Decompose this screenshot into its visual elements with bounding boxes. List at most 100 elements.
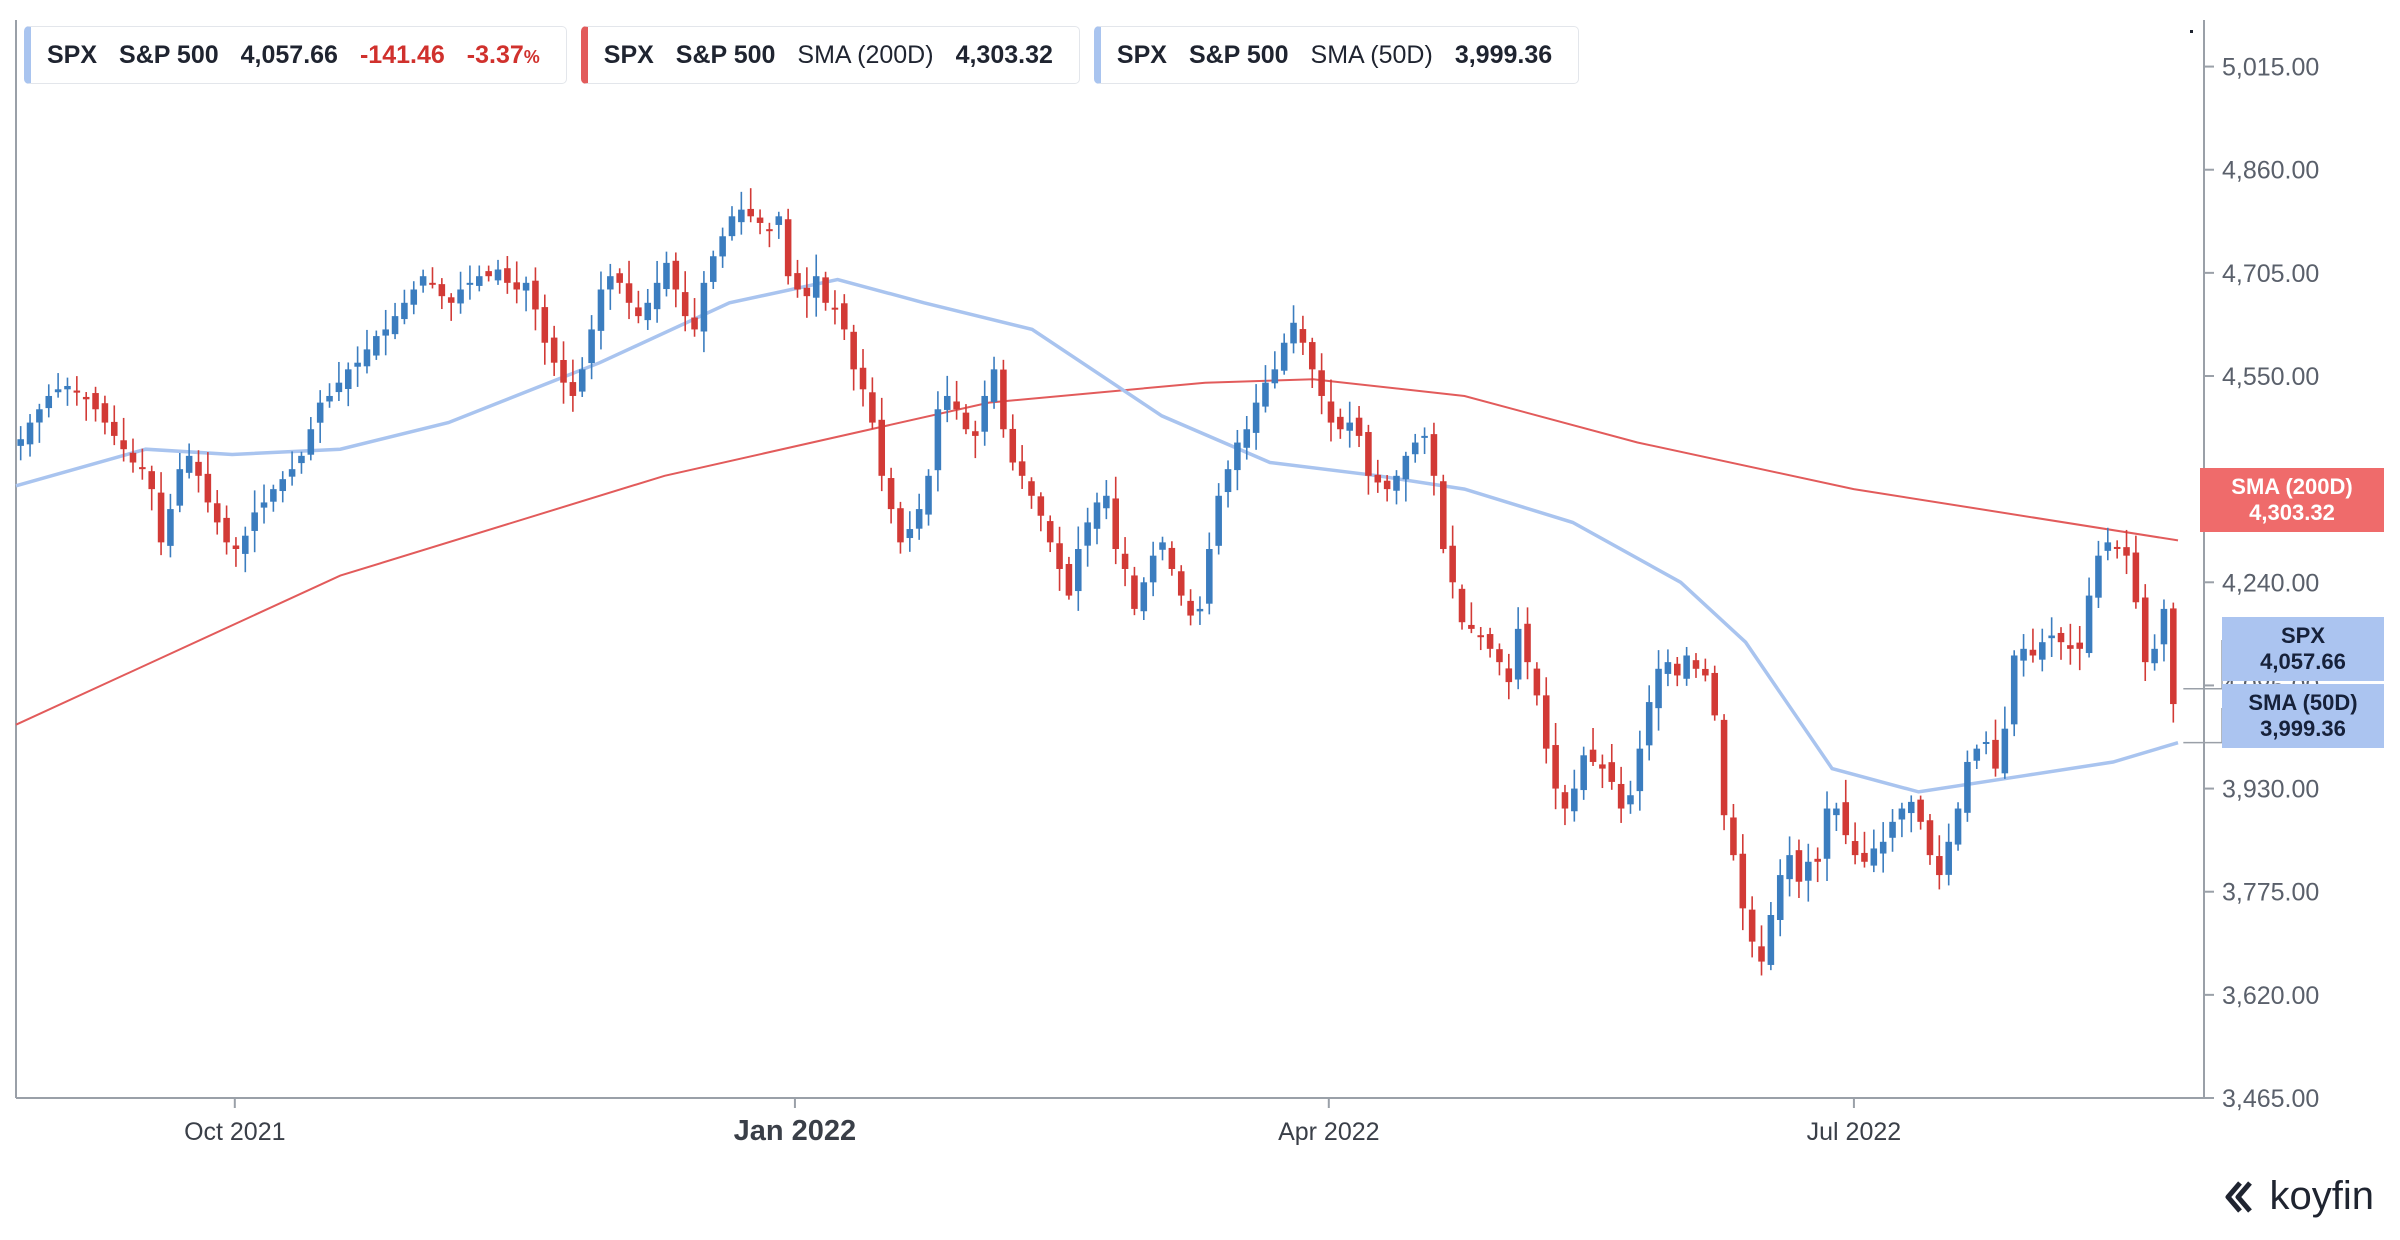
sma200-tag-label: SMA (200D) [2231, 474, 2353, 499]
candle-body [1739, 853, 1747, 909]
candle-body [1861, 852, 1868, 862]
candle-body [1833, 808, 1840, 816]
candle-body [1271, 369, 1279, 384]
candle-body [1393, 475, 1400, 491]
candle-body [1954, 808, 1962, 845]
candle-body [1009, 428, 1017, 463]
candle-body [1383, 480, 1391, 490]
candle-body [2067, 645, 2074, 649]
candle-body [1243, 429, 1251, 448]
candle-body [204, 473, 212, 503]
candle-body [139, 467, 146, 470]
candle-body [1926, 820, 1934, 856]
candle-body [410, 289, 418, 305]
candle-body [588, 329, 595, 364]
candle-body [1795, 850, 1803, 882]
spx-tag-connector [2183, 640, 2223, 690]
candle-body [578, 369, 586, 392]
koyfin-logo-icon [2225, 1180, 2252, 1213]
candle-body [1206, 549, 1213, 604]
candle-body [1730, 817, 1737, 856]
candle-body [279, 479, 287, 492]
candle-body [1093, 502, 1101, 529]
candle-body [92, 393, 99, 410]
candle-body [1299, 329, 1307, 343]
candle-body [775, 216, 783, 225]
candle-body [1262, 382, 1269, 407]
candle-body [2104, 542, 2112, 551]
candle-body [1177, 571, 1185, 596]
candle-body [625, 283, 633, 303]
legend-spx[interactable]: SPX S&P 500 4,057.66 -141.46 -3.37% [24, 26, 567, 84]
candle-body [2132, 552, 2140, 603]
candle-body [54, 389, 62, 393]
candle-body [1430, 434, 1438, 476]
candle-body [1982, 741, 1990, 744]
candle-body [653, 282, 661, 310]
candle-body [1542, 695, 1550, 749]
candle-body [1514, 628, 1522, 680]
sma200-tag-value: 4,303.32 [2249, 500, 2335, 525]
menu-dot-icon[interactable] [2190, 30, 2193, 33]
candle-body [1365, 432, 1372, 476]
koyfin-logo[interactable]: koyfin [2222, 1174, 2375, 1219]
candle-body [82, 396, 90, 400]
candle-body [457, 289, 464, 304]
candle-body [316, 402, 324, 423]
legend-sma50[interactable]: SPX S&P 500 SMA (50D) 3,999.36 [1093, 26, 1580, 84]
candle-body [756, 217, 764, 223]
candle-body [990, 369, 998, 402]
y-tick-label: 3,775.00 [2222, 879, 2319, 907]
candle-body [1496, 649, 1503, 663]
legend-value: 4,057.66 [240, 40, 338, 69]
candle-body [569, 382, 577, 396]
candle-body [1046, 521, 1054, 543]
candle-body [1683, 655, 1690, 679]
candle-body [167, 509, 174, 546]
sma50-line [15, 277, 2179, 794]
legend-sma200[interactable]: SPX S&P 500 SMA (200D) 4,303.32 [580, 26, 1080, 84]
candle-body [1056, 543, 1063, 569]
candle-body [1589, 749, 1597, 762]
candle-body [616, 273, 623, 283]
legend-pct-unit: % [523, 46, 540, 67]
y-tick-label: 4,550.00 [2222, 363, 2319, 391]
candle-body [2123, 547, 2130, 556]
sma200-line [15, 378, 2179, 726]
candle-body [2029, 649, 2037, 656]
x-tick-label: Apr 2022 [1278, 1118, 1379, 1146]
candle-body [1945, 841, 1952, 875]
candle-body [485, 271, 492, 277]
candle-body [1318, 370, 1325, 396]
candle-body [1187, 600, 1194, 616]
candle-body [17, 439, 24, 446]
candle-body [466, 282, 474, 285]
candle-body [822, 277, 829, 303]
candle-body [438, 284, 446, 297]
x-tick-label: Jan 2022 [734, 1115, 857, 1147]
candle-body [607, 276, 614, 290]
candle-body [784, 219, 792, 277]
candle-body [972, 431, 979, 436]
candle-body [2039, 642, 2046, 660]
candle-body [1327, 401, 1335, 423]
candle-body [812, 276, 820, 298]
y-tick-label: 3,620.00 [2222, 982, 2319, 1010]
koyfin-logo-text: koyfin [2269, 1174, 2375, 1218]
candle-body [1103, 495, 1110, 509]
candle-body [550, 337, 558, 363]
candle-body [1290, 322, 1297, 344]
candle-body [1627, 795, 1634, 805]
legend-pct-value: -3.37 [466, 40, 524, 69]
candle-body [1823, 808, 1831, 859]
candle-body [326, 395, 333, 402]
candle-body [1308, 342, 1316, 370]
candle-body [1131, 575, 1138, 609]
candle-body [2160, 608, 2168, 645]
candle-body [1337, 416, 1344, 430]
candle-body [1599, 764, 1606, 769]
candle-body [260, 502, 268, 508]
candle-body [663, 262, 670, 290]
candle-body [1440, 481, 1447, 550]
